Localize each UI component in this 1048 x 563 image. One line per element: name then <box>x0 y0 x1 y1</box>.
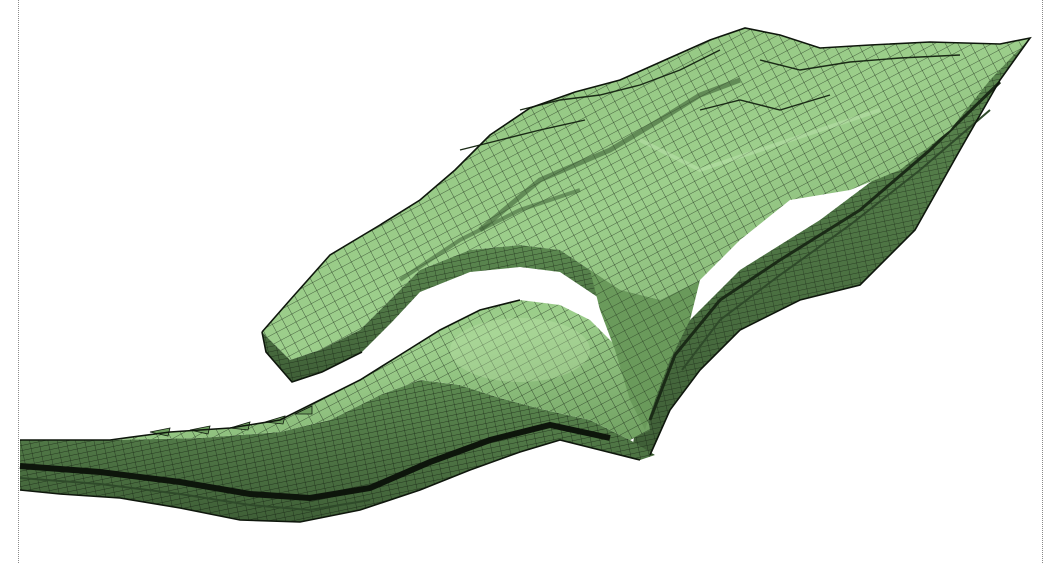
viewport-frame-right <box>1042 0 1043 563</box>
model-upper-wall <box>262 245 660 382</box>
model-lower-slab-side <box>19 380 655 522</box>
model-crest-details <box>459 49 961 151</box>
model-upper-plateau <box>262 28 1030 360</box>
model-outline <box>19 27 1032 523</box>
model-central-valley <box>590 270 700 430</box>
viewport-frame-left <box>18 0 19 563</box>
